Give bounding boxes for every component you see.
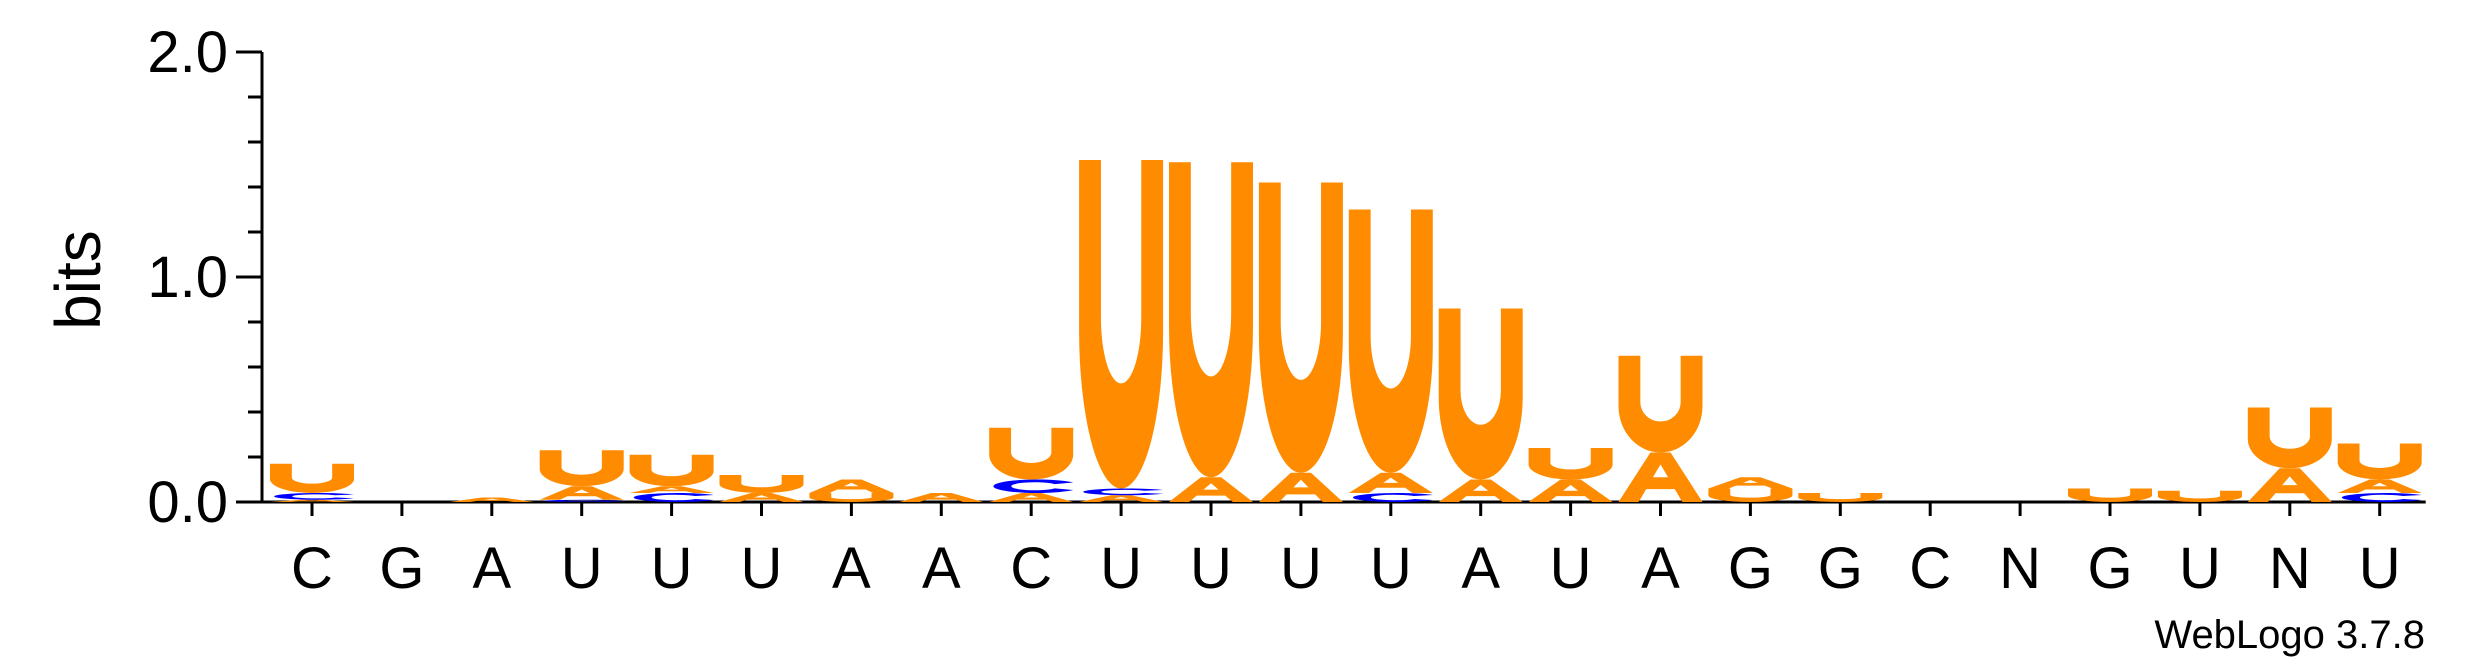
letter-C-pos-1 xyxy=(274,493,354,500)
letter-U-pos-22 xyxy=(2157,490,2242,502)
letter-U-pos-9 xyxy=(989,427,1074,480)
x-tick-label: N xyxy=(1999,536,2041,601)
letter-U-pos-21 xyxy=(2068,488,2152,502)
letter-A-pos-14 xyxy=(1438,479,1523,502)
letter-A-pos-5 xyxy=(629,486,714,493)
x-tick-label: U xyxy=(1100,536,1142,601)
x-tick-label: U xyxy=(1370,536,1412,601)
x-tick-label: C xyxy=(291,536,333,601)
x-tick-label: A xyxy=(1641,536,1680,601)
x-tick-label: U xyxy=(1550,536,1592,601)
y-tick-label: 1.0 xyxy=(147,245,228,310)
letter-U-pos-11 xyxy=(1169,162,1253,478)
letter-A-pos-15 xyxy=(1528,479,1613,502)
x-tick-label: A xyxy=(1461,536,1500,601)
letter-A-pos-16 xyxy=(1618,452,1703,502)
letter-C-pos-13 xyxy=(1352,493,1433,502)
x-tick-label: C xyxy=(1909,536,1951,601)
letter-C-pos-4 xyxy=(543,499,624,502)
letter-U-pos-10 xyxy=(1079,160,1164,489)
letter-stacks xyxy=(270,160,2422,502)
letter-U-pos-7 xyxy=(809,493,894,502)
axes: 0.0 1.0 2.0 xyxy=(147,20,2426,535)
letter-U-pos-5 xyxy=(629,454,714,487)
weblogo-version-label: WebLogo 3.7.8 xyxy=(2154,613,2425,657)
letter-A-pos-11 xyxy=(1169,477,1253,502)
letter-A-pos-17 xyxy=(1708,477,1793,489)
x-tick-label: U xyxy=(1280,536,1322,601)
letter-U-pos-16 xyxy=(1618,355,1703,453)
letter-A-pos-1 xyxy=(270,499,354,502)
letter-U-pos-6 xyxy=(719,475,804,493)
letter-C-pos-9 xyxy=(993,479,1074,493)
x-tick-label: U xyxy=(2179,536,2221,601)
letter-U-pos-18 xyxy=(1798,493,1883,502)
x-tick-label: N xyxy=(2269,536,2311,601)
x-tick-label: C xyxy=(1010,536,1052,601)
x-tick-label: G xyxy=(2087,536,2132,601)
letter-U-pos-23 xyxy=(2247,407,2332,469)
x-tick-label: U xyxy=(1190,536,1232,601)
letter-U-pos-17 xyxy=(1708,488,1793,502)
y-tick-label: 0.0 xyxy=(147,470,228,535)
letter-A-pos-3 xyxy=(449,497,534,502)
letter-U-pos-4 xyxy=(539,450,624,487)
letter-U-pos-1 xyxy=(270,463,354,493)
letter-A-pos-10 xyxy=(1079,495,1164,502)
letter-A-pos-24 xyxy=(2337,479,2422,493)
x-tick-label: G xyxy=(379,536,424,601)
x-tick-label: U xyxy=(741,536,783,601)
x-tick-label: A xyxy=(922,536,961,601)
y-tick-label: 2.0 xyxy=(147,20,228,85)
x-tick-label: G xyxy=(1728,536,1773,601)
x-tick-label: U xyxy=(651,536,693,601)
letter-A-pos-6 xyxy=(719,493,804,502)
letter-C-pos-5 xyxy=(633,493,714,502)
letter-A-pos-4 xyxy=(539,486,624,500)
letter-A-pos-13 xyxy=(1348,472,1433,493)
x-tick-label: A xyxy=(832,536,871,601)
letter-A-pos-7 xyxy=(809,479,894,493)
x-tick-label: U xyxy=(561,536,603,601)
letter-A-pos-8 xyxy=(899,493,984,502)
letter-U-pos-24 xyxy=(2337,443,2422,480)
x-tick-label: A xyxy=(472,536,511,601)
letter-A-pos-9 xyxy=(989,493,1074,502)
letter-U-pos-13 xyxy=(1348,209,1433,473)
letter-U-pos-14 xyxy=(1438,308,1523,480)
letter-U-pos-12 xyxy=(1258,182,1343,473)
letter-A-pos-23 xyxy=(2247,468,2332,502)
letter-A-pos-12 xyxy=(1258,472,1343,502)
letter-C-pos-10 xyxy=(1083,488,1164,496)
letter-C-pos-24 xyxy=(2341,493,2422,502)
x-tick-label: G xyxy=(1818,536,1863,601)
y-axis-label: bits xyxy=(42,230,114,330)
letter-U-pos-15 xyxy=(1528,448,1613,480)
x-tick-label: U xyxy=(2359,536,2401,601)
